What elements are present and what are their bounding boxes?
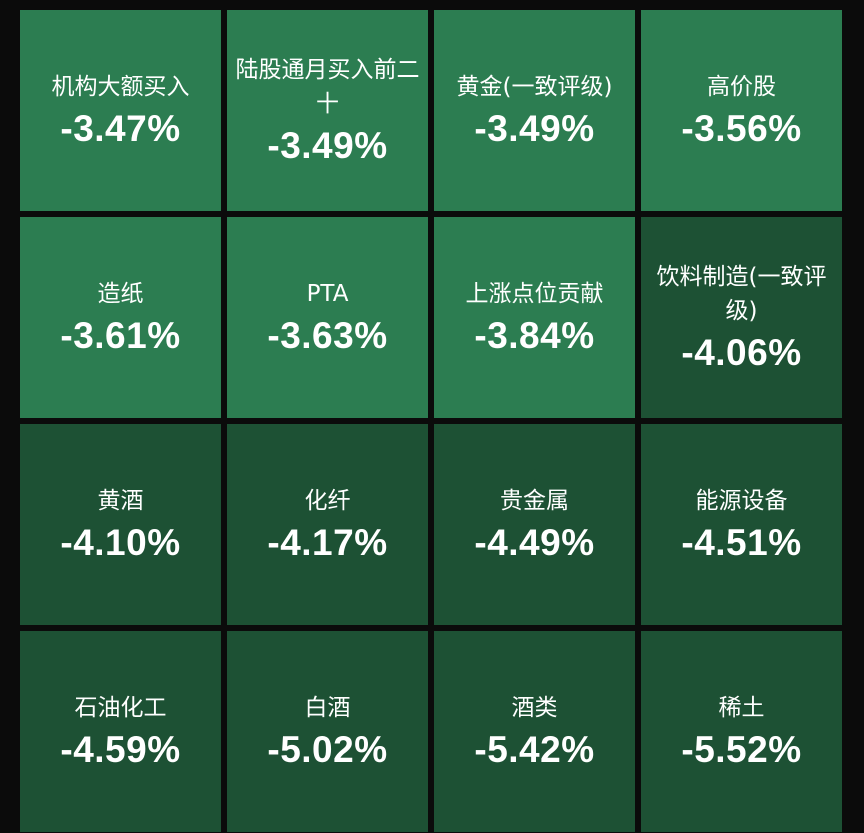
sector-tile[interactable]: 白酒 -5.02% [227, 631, 428, 832]
sector-change-percent: -5.52% [681, 728, 802, 770]
sector-name: 稀土 [718, 694, 765, 721]
sector-name: 能源设备 [695, 487, 788, 514]
sector-name: 高价股 [707, 73, 776, 100]
sector-tile[interactable]: 机构大额买入 -3.47% [20, 10, 221, 211]
sector-name: 造纸 [97, 280, 144, 307]
sector-change-percent: -4.06% [681, 331, 802, 373]
sector-name: 酒类 [511, 694, 558, 721]
sector-change-percent: -4.59% [60, 728, 181, 770]
sector-tile[interactable]: 石油化工 -4.59% [20, 631, 221, 832]
sector-change-percent: -3.56% [681, 107, 802, 149]
sector-name: 白酒 [304, 694, 351, 721]
sector-tile[interactable]: 能源设备 -4.51% [641, 424, 842, 625]
sector-tile[interactable]: 上涨点位贡献 -3.84% [434, 217, 635, 418]
sector-change-percent: -5.42% [474, 728, 595, 770]
sector-change-percent: -3.61% [60, 314, 181, 356]
sector-tile[interactable]: 黄酒 -4.10% [20, 424, 221, 625]
sector-name: 黄酒 [97, 487, 144, 514]
sector-tile[interactable]: 高价股 -3.56% [641, 10, 842, 211]
sector-change-percent: -4.10% [60, 521, 181, 563]
sector-change-percent: -3.84% [474, 314, 595, 356]
sector-tile[interactable]: 造纸 -3.61% [20, 217, 221, 418]
sector-heatmap-grid: 机构大额买入 -3.47% 陆股通月买入前二十 -3.49% 黄金(一致评级) … [20, 10, 842, 832]
sector-change-percent: -5.02% [267, 728, 388, 770]
sector-change-percent: -3.47% [60, 107, 181, 149]
sector-tile[interactable]: 稀土 -5.52% [641, 631, 842, 832]
sector-name: 贵金属 [500, 487, 569, 514]
sector-name: 黄金(一致评级) [456, 73, 613, 100]
sector-name: 化纤 [304, 487, 351, 514]
sector-tile[interactable]: 酒类 -5.42% [434, 631, 635, 832]
sector-change-percent: -3.49% [474, 107, 595, 149]
sector-name: 饮料制造(一致评级) [656, 263, 827, 324]
sector-name: 陆股通月买入前二十 [235, 56, 420, 117]
sector-tile[interactable]: 饮料制造(一致评级) -4.06% [641, 217, 842, 418]
sector-tile[interactable]: PTA -3.63% [227, 217, 428, 418]
sector-name: 上涨点位贡献 [465, 280, 604, 307]
sector-change-percent: -4.17% [267, 521, 388, 563]
sector-change-percent: -3.63% [267, 314, 388, 356]
sector-name: 石油化工 [74, 694, 167, 721]
sector-tile[interactable]: 化纤 -4.17% [227, 424, 428, 625]
sector-tile[interactable]: 贵金属 -4.49% [434, 424, 635, 625]
sector-change-percent: -4.51% [681, 521, 802, 563]
sector-name: PTA [306, 280, 349, 307]
sector-name: 机构大额买入 [51, 73, 190, 100]
sector-tile[interactable]: 陆股通月买入前二十 -3.49% [227, 10, 428, 211]
sector-change-percent: -4.49% [474, 521, 595, 563]
sector-change-percent: -3.49% [267, 124, 388, 166]
sector-tile[interactable]: 黄金(一致评级) -3.49% [434, 10, 635, 211]
